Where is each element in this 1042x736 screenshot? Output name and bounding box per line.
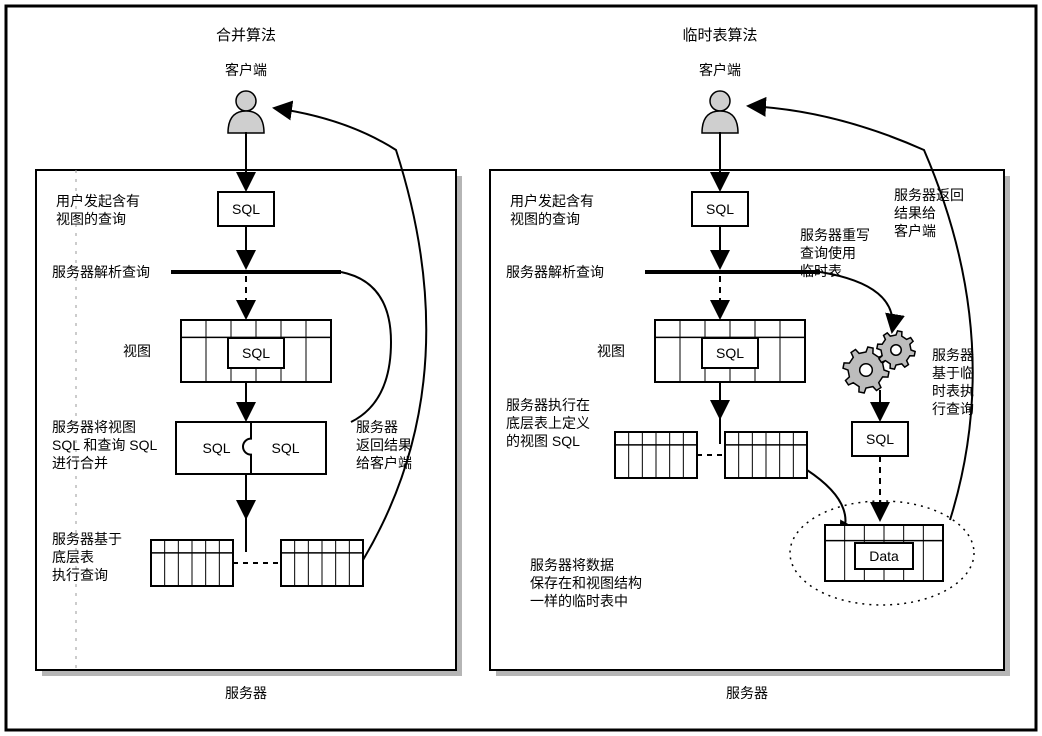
text-element: 结果给 <box>894 205 936 221</box>
text-element: SQL <box>716 345 744 361</box>
text-element: 时表执 <box>932 383 974 399</box>
text-element: 基于临 <box>932 365 974 381</box>
circle-element <box>236 91 256 111</box>
text-element: 临时表算法 <box>682 26 757 44</box>
text-element: 服务器 <box>932 347 974 363</box>
text-element: 视图的查询 <box>56 211 126 227</box>
text-element: 底层表 <box>52 549 94 565</box>
text-element: SQL <box>271 440 299 456</box>
text-element: 保存在和视图结构 <box>530 575 642 591</box>
text-element: 返回结果 <box>356 437 412 453</box>
text-element: 视图的查询 <box>510 211 580 227</box>
text-element: 进行合并 <box>52 455 108 471</box>
path-element <box>702 111 738 133</box>
circle-element <box>710 91 730 111</box>
text-element: Data <box>869 548 899 564</box>
text-element: 视图 <box>123 343 151 359</box>
text-element: 客户端 <box>699 62 741 78</box>
text-element: 执行查询 <box>52 567 108 583</box>
architecture-diagram: 合并算法客户端SQL用户发起含有视图的查询服务器解析查询SQL视图SQLSQL服… <box>0 0 1042 736</box>
text-element: 一样的临时表中 <box>530 593 628 609</box>
text-element: 用户发起含有 <box>56 193 140 209</box>
text-element: 视图 <box>597 343 625 359</box>
text-element: 服务器将视图 <box>52 419 136 435</box>
text-element: 底层表上定义 <box>506 415 590 431</box>
path-element <box>228 111 264 133</box>
text-element: SQL 和查询 SQL <box>52 437 158 453</box>
text-element: 服务器将数据 <box>530 557 614 573</box>
text-element: 服务器解析查询 <box>52 264 150 280</box>
text-element: 服务器 <box>726 685 768 701</box>
text-element: SQL <box>866 431 894 447</box>
text-element: 服务器解析查询 <box>506 264 604 280</box>
text-element: 服务器基于 <box>52 531 122 547</box>
text-element: 给客户端 <box>356 455 412 471</box>
circle-element <box>860 364 873 377</box>
text-element: 服务器 <box>225 685 267 701</box>
text-element: SQL <box>202 440 230 456</box>
text-element: 的视图 SQL <box>506 433 580 449</box>
text-element: 行查询 <box>932 401 974 417</box>
text-element: 临时表 <box>800 263 842 279</box>
text-element: SQL <box>232 201 260 217</box>
text-element: 查询使用 <box>800 245 856 261</box>
text-element: SQL <box>706 201 734 217</box>
text-element: 客户端 <box>894 223 936 239</box>
text-element: 服务器返回 <box>894 187 964 203</box>
text-element: 合并算法 <box>216 26 276 44</box>
text-element: SQL <box>242 345 270 361</box>
text-element: 服务器执行在 <box>506 397 590 413</box>
text-element: 客户端 <box>225 62 267 78</box>
circle-element <box>891 345 902 356</box>
text-element: 用户发起含有 <box>510 193 594 209</box>
text-element: 服务器 <box>356 419 398 435</box>
text-element: 服务器重写 <box>800 227 870 243</box>
